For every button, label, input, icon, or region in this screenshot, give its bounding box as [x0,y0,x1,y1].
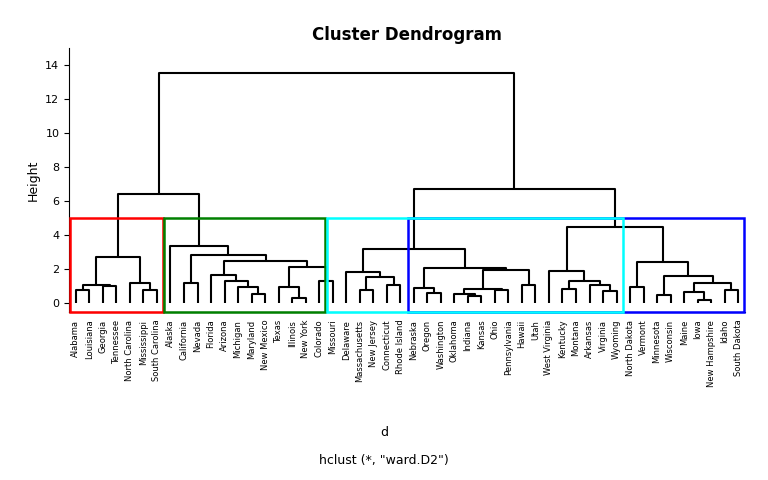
Bar [70,218,163,312]
Y-axis label: Height: Height [27,159,40,201]
Text: hclust (*, "ward.D2"): hclust (*, "ward.D2") [319,454,449,468]
Text: d: d [380,425,388,439]
Bar [164,218,326,312]
Bar [326,218,623,312]
Title: Cluster Dendrogram: Cluster Dendrogram [312,25,502,44]
Bar [408,218,744,312]
